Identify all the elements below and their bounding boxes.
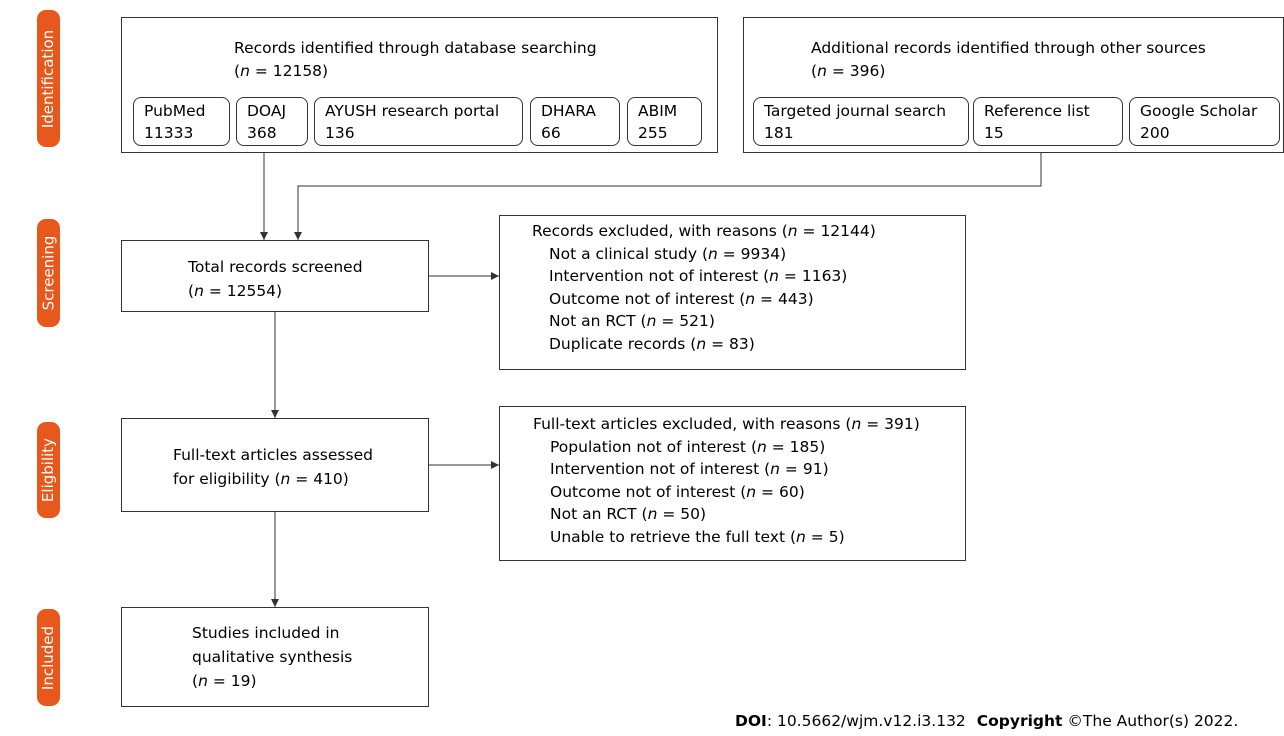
excluded-reason: Duplicate records (n = 83) — [549, 334, 755, 353]
excluded-fulltext-title: Full-text articles excluded, with reason… — [533, 415, 920, 433]
excluded-reason: Intervention not of interest (n = 1163) — [549, 267, 848, 285]
excluded-fulltext-reason: Not an RCT (n = 50) — [550, 505, 707, 523]
excluded-fulltext-reason: Outcome not of interest (n = 60) — [550, 482, 805, 501]
screened-count: (n = 12554) — [188, 282, 283, 300]
included-box — [121, 607, 429, 707]
other-sources-count: (n = 396) — [811, 62, 886, 80]
arrow-other-to-screened — [294, 153, 1042, 240]
source-abim: ABIM 255 — [627, 97, 702, 146]
source-targeted-journal-search: Targeted journal search 181 — [753, 97, 969, 146]
excluded-fulltext-list: Full-text articles excluded, with reason… — [533, 413, 920, 548]
source-dhara: DHARA 66 — [530, 97, 620, 146]
screened-title: Total records screened — [188, 258, 363, 276]
excluded-fulltext-reason: Population not of interest (n = 185) — [550, 437, 826, 456]
copyright-value: ©The Author(s) 2022. — [1067, 712, 1239, 730]
source-google-scholar: Google Scholar 200 — [1129, 97, 1280, 146]
excluded-fulltext-box — [499, 406, 966, 561]
excluded-reason: Not a clinical study (n = 9934) — [549, 244, 787, 263]
doi-copyright-footer: DOI: 10.5662/wjm.v12.i3.132 Copyright ©T… — [735, 712, 1238, 730]
source-pubmed: PubMed 11333 — [133, 97, 230, 146]
copyright-label: Copyright — [976, 712, 1063, 730]
eligibility-line1: Full-text articles assessed — [173, 446, 373, 464]
excluded-reason: Not an RCT (n = 521) — [549, 312, 715, 330]
eligibility-box — [121, 418, 429, 512]
database-search-title: Records identified through database sear… — [234, 39, 597, 57]
source-reference-list: Reference list 15 — [973, 97, 1123, 146]
eligibility-line2: for eligibility (n = 410) — [173, 470, 349, 488]
excluded-records-box — [499, 215, 966, 370]
doi-value: : 10.5662/wjm.v12.i3.132 — [766, 712, 966, 730]
stage-label-included: Included — [37, 609, 60, 706]
other-sources-title: Additional records identified through ot… — [811, 39, 1206, 57]
excluded-records-title: Records excluded, with reasons (n = 1214… — [532, 222, 876, 240]
screened-box — [121, 240, 429, 312]
stage-label-identification: Identification — [37, 10, 60, 147]
included-line2: qualitative synthesis — [192, 648, 353, 666]
database-search-count: (n = 12158) — [234, 62, 329, 80]
excluded-fulltext-reason: Unable to retrieve the full text (n = 5) — [550, 527, 845, 546]
source-doaj: DOAJ 368 — [236, 97, 308, 146]
included-line1: Studies included in — [192, 624, 340, 642]
included-count: (n = 19) — [192, 672, 257, 690]
excluded-fulltext-reason: Intervention not of interest (n = 91) — [550, 460, 829, 478]
source-ayush-research-portal: AYUSH research portal 136 — [314, 97, 523, 146]
excluded-reason: Outcome not of interest (n = 443) — [549, 289, 814, 308]
doi-label: DOI — [735, 712, 767, 730]
stage-label-eligibility: Eligbility — [37, 422, 60, 518]
stage-label-screening: Screening — [37, 219, 60, 327]
excluded-records-list: Records excluded, with reasons (n = 1214… — [532, 220, 876, 355]
